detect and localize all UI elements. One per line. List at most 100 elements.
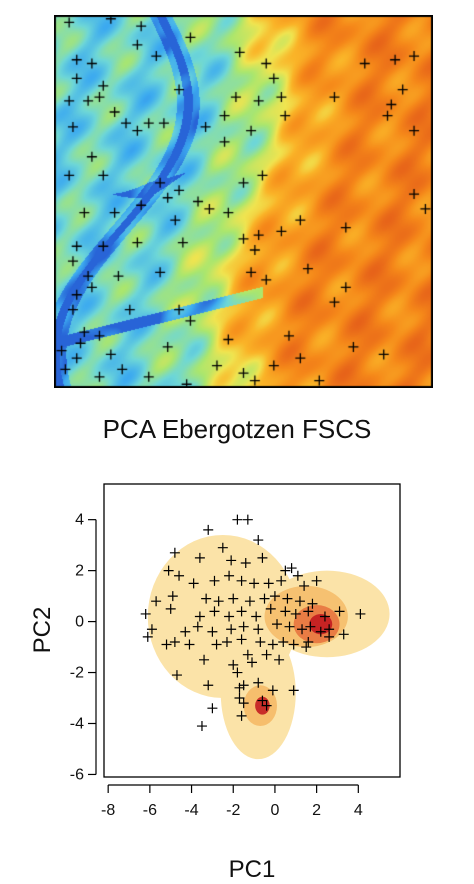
data-point [232, 514, 243, 525]
data-point [169, 547, 180, 558]
data-point [315, 626, 326, 637]
data-point [232, 667, 243, 678]
y-tick-label: -2 [70, 665, 84, 682]
data-point [257, 695, 268, 706]
x-tick-label: 0 [270, 802, 279, 819]
data-point [224, 570, 235, 581]
data-point [238, 698, 249, 709]
data-point [151, 596, 162, 607]
data-point [207, 626, 218, 637]
data-point [303, 636, 314, 647]
data-point [274, 654, 285, 665]
data-point [217, 542, 228, 553]
data-point [238, 680, 249, 691]
data-point [288, 685, 299, 696]
data-point [171, 670, 182, 681]
data-point [299, 580, 310, 591]
points-layer [140, 514, 366, 732]
data-point [278, 636, 289, 647]
data-point [240, 557, 251, 568]
data-point [253, 535, 264, 546]
x-tick-label: 4 [354, 802, 363, 819]
data-point [355, 608, 366, 619]
data-point [194, 611, 205, 622]
data-point [163, 565, 174, 576]
x-tick-label: -2 [226, 802, 240, 819]
data-point [334, 606, 345, 617]
data-point [161, 639, 172, 650]
data-point [209, 606, 220, 617]
y-tick-label: 4 [75, 512, 84, 529]
data-point [276, 575, 287, 586]
data-point [324, 631, 335, 642]
data-point [146, 624, 157, 635]
x-axis-label: PC1 [229, 856, 276, 883]
data-point [236, 575, 247, 586]
data-point [290, 608, 301, 619]
data-point [184, 639, 195, 650]
data-point [284, 621, 295, 632]
data-point [242, 514, 253, 525]
data-point [249, 578, 260, 589]
data-point [192, 621, 203, 632]
data-point [292, 570, 303, 581]
data-point [305, 621, 316, 632]
data-point [226, 555, 237, 566]
data-point [140, 608, 151, 619]
x-tick-label: -4 [184, 802, 198, 819]
x-tick-label: 2 [312, 802, 321, 819]
data-point [165, 603, 176, 614]
y-tick-label: -6 [70, 766, 84, 783]
data-point [257, 552, 268, 563]
data-point [188, 578, 199, 589]
data-point [224, 611, 235, 622]
pca-scatter-plot: -8 -6 -4 -2 0 2 4 -6 -4 -2 0 2 4 PC1 PC2 [29, 483, 401, 883]
data-point [203, 524, 214, 535]
data-point [282, 593, 293, 604]
density-layer [147, 534, 390, 760]
data-point [196, 721, 207, 732]
data-point [207, 703, 218, 714]
data-point [234, 682, 245, 693]
data-point [174, 570, 185, 581]
data-point [269, 591, 280, 602]
data-point [338, 629, 349, 640]
data-point [228, 659, 239, 670]
data-point [265, 603, 276, 614]
y-tick-label: 2 [75, 563, 84, 580]
data-point [238, 621, 249, 632]
data-point [247, 657, 257, 668]
y-tick-label: 0 [75, 614, 84, 631]
data-point [253, 624, 264, 635]
data-point [297, 624, 308, 635]
data-point [272, 619, 283, 630]
y-tick-label: -4 [70, 715, 84, 732]
data-point [221, 636, 232, 647]
data-point [236, 710, 247, 721]
x-tick-label: -8 [101, 802, 115, 819]
data-point [255, 636, 266, 647]
data-point [244, 596, 255, 607]
data-point [203, 680, 214, 691]
raster-map [54, 15, 433, 388]
data-point [280, 606, 291, 617]
data-point [226, 624, 237, 635]
chart-title: PCA Ebergotzen FSCS [102, 414, 372, 444]
data-point [251, 611, 262, 622]
data-point [280, 565, 291, 576]
data-point [288, 639, 299, 650]
axis-layer: -8 -6 -4 -2 0 2 4 -6 -4 -2 0 2 4 [70, 512, 363, 819]
data-point [201, 593, 212, 604]
data-point [213, 596, 224, 607]
y-axis-label: PC2 [29, 607, 56, 654]
data-point [261, 649, 272, 660]
data-point [169, 636, 180, 647]
data-point [236, 634, 247, 645]
data-point [301, 642, 312, 653]
data-point [142, 631, 153, 642]
data-point [267, 639, 278, 650]
data-point [180, 626, 191, 637]
data-point [199, 654, 210, 665]
data-point [209, 575, 220, 586]
data-point [234, 693, 245, 704]
